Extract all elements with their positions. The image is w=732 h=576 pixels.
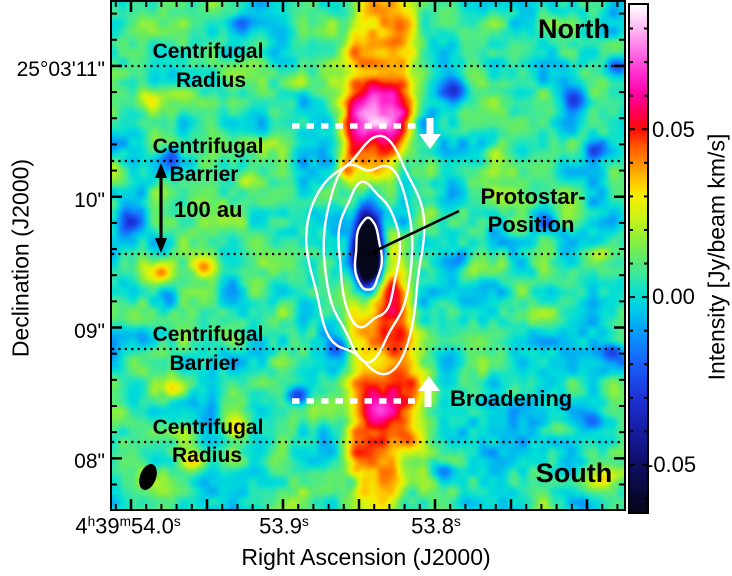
broadening-arrow-north-icon (419, 134, 441, 149)
y-tick-label-1: 10" (74, 189, 105, 212)
y-tick-label-3: 08" (74, 450, 105, 473)
scale-arrow-100au-bottom-head (155, 238, 167, 253)
intensity-contour (322, 163, 414, 364)
y-tick-label-0: 25°03'11" (16, 58, 105, 81)
y-axis-title: Declination (J2000) (7, 158, 34, 358)
intensity-heatmap-canvas (112, 2, 624, 509)
x-tick-label-1: 53.9s (259, 513, 309, 539)
contour-group (305, 134, 426, 376)
x-tick-label-2: 53.8s (411, 513, 461, 539)
intensity-contour (353, 216, 384, 291)
scale-arrow-100au-top-head (155, 163, 167, 178)
intensity-contour (337, 180, 402, 329)
colorbar-tick-label-1: 0.00 (652, 284, 695, 309)
colorbar-gradient (630, 5, 647, 512)
broadening-arrow-south-icon (418, 376, 440, 391)
centrifugal-radius-south-label-line1: Centrifugal (152, 416, 264, 439)
colorbar (628, 3, 649, 514)
intensity-contour (305, 134, 426, 376)
colorbar-tick-label-0: 0.05 (652, 117, 695, 142)
colorbar-title: Intensity [Jy/beam km/s] (703, 133, 730, 381)
beam-ellipse (139, 464, 157, 490)
centrifugal-barrier-south-label-line1: Centrifugal (152, 323, 264, 346)
protostar-position-label-line2: Position (487, 212, 575, 237)
centrifugal-barrier-north-label-line2: Barrier (169, 163, 239, 186)
protostar-pointer-line (370, 209, 460, 255)
axis-ticks-group (112, 2, 624, 509)
y-tick-label-2: 09" (74, 320, 105, 343)
colorbar-ticks-group (630, 27, 647, 500)
broadening-label: Broadening (450, 386, 573, 411)
centrifugal-radius-north-label-line2: Radius (175, 69, 247, 92)
scale-label-100au: 100 au (174, 197, 243, 222)
centrifugal-radius-south-label-line2: Radius (171, 444, 243, 467)
south-label: South (535, 458, 613, 488)
colorbar-tick-label-2: -0.05 (646, 452, 697, 477)
plot-overlay-svg (112, 2, 624, 509)
x-axis-title: Right Ascension (J2000) (241, 544, 491, 570)
centrifugal-barrier-north-label-line1: Centrifugal (152, 135, 264, 158)
broadening-arrow-north-shaft (426, 118, 434, 136)
centrifugal-radius-north-label-line1: Centrifugal (152, 40, 264, 63)
x-tick-label-0: 4h39m54.0s (75, 513, 181, 539)
north-label: North (538, 14, 610, 44)
broadening-arrow-south-shaft (424, 390, 432, 407)
centrifugal-barrier-south-label-line2: Barrier (169, 352, 239, 375)
protostar-position-label-line1: Protostar- (480, 184, 586, 209)
heatmap-plot: Centrifugal Radius Centrifugal Barrier 1… (110, 0, 626, 511)
